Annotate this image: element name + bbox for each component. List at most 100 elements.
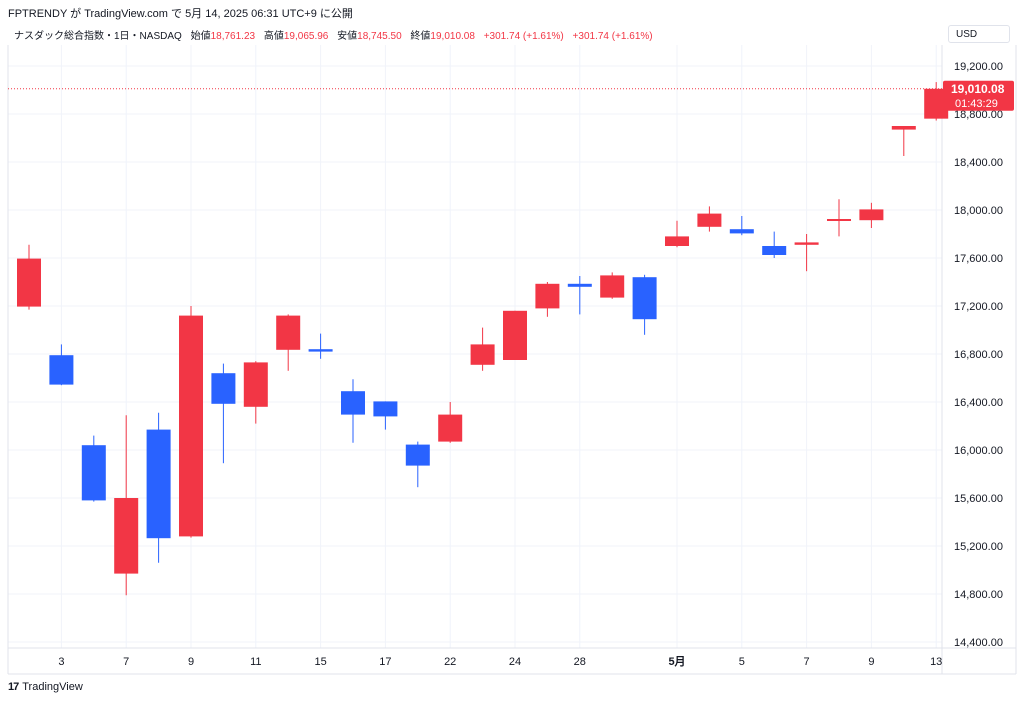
open-value: 18,761.23 [210,31,256,42]
candle [794,234,819,272]
candle-body [373,401,398,417]
candle-body [665,236,689,246]
candle [859,202,884,228]
candle [632,274,657,335]
candle [762,231,787,258]
candle-body [891,126,916,130]
candle [891,126,916,156]
last-price-tag: 19,010.08 01:43:29 [943,80,1014,111]
candle [535,282,560,317]
candle [81,435,106,502]
candle-body [114,498,139,574]
x-tick-label: 7 [123,656,129,668]
chart-frame [7,45,1017,675]
y-tick-label: 18,000.00 [954,205,1003,217]
y-tick-label: 19,200.00 [954,61,1003,73]
candle [243,361,268,424]
candles [17,82,949,596]
close-value: 19,010.08 [430,31,475,42]
x-tick-label: 24 [509,656,521,668]
y-axis: 19,200.00 18,800.00 18,400.00 18,000.00 17,6… [954,61,1003,649]
candle-body [49,355,74,385]
grid-lines [8,45,942,648]
candle-body [762,246,787,255]
y-tick-label: 17,200.00 [954,301,1003,313]
candle-body [211,373,236,404]
candle [729,216,754,236]
candle [697,206,722,232]
x-tick-label: 28 [574,656,586,668]
high-label: 高値 [263,31,284,42]
candle-body [179,315,203,537]
change-value: +301.74 (+1.61%) [483,31,564,42]
x-tick-label: 5月 [668,655,685,668]
tradingview-logo-icon: 17 [8,681,19,693]
candle-body [600,275,625,298]
candle [405,441,430,488]
candle-body [503,310,527,360]
open-label: 始値 [190,31,211,42]
x-tick-label: 11 [250,656,261,668]
y-tick-label: 17,600.00 [954,253,1003,265]
candle-body [405,444,430,466]
candle-body [827,219,851,221]
candle [211,363,236,464]
close-label: 終値 [410,31,431,42]
candle [276,314,301,371]
candle-body [859,209,884,221]
symbol-label: ナスダック総合指数・1日・NASDAQ [14,31,182,42]
y-tick-label: 14,400.00 [954,637,1003,649]
change-value-2: +301.74 (+1.61%) [572,31,653,42]
x-axis: 3 7 9 11 15 17 22 24 28 5月 5 7 9 13 [58,655,942,668]
candle-body [794,242,819,245]
price-tag-value: 19,010.08 [951,82,1005,96]
candle-body [567,283,592,287]
candle [600,272,625,299]
candle-body [729,229,754,234]
candle [567,276,592,315]
candle [49,344,74,386]
candle-body [470,344,495,365]
candle [308,333,333,359]
candle [17,244,41,310]
x-tick-label: 9 [868,656,874,668]
high-value: 19,065.96 [283,31,329,42]
y-tick-label: 16,800.00 [954,349,1003,361]
x-tick-label: 17 [379,656,391,668]
y-tick-label: 18,800.00 [954,109,1003,121]
y-tick-label: 15,600.00 [954,493,1003,505]
publish-header: FPTRENDY が TradingView.com で 5月 14, 2025… [8,8,353,20]
candle-body [17,258,41,307]
candle [341,379,365,443]
candle-body [146,429,171,539]
x-tick-label: 3 [58,656,64,668]
candle [114,415,139,596]
candle-body [341,391,365,415]
currency-button[interactable]: USD [948,25,1010,43]
candle-body [243,362,268,407]
candle [373,401,398,430]
candle-body [81,445,106,501]
x-tick-label: 5 [739,656,745,668]
x-tick-label: 9 [188,656,194,668]
footer: 17 TradingView [8,681,83,693]
x-tick-label: 15 [314,656,326,668]
low-label: 安値 [337,31,358,42]
x-tick-label: 7 [804,656,810,668]
candle-body [276,315,301,350]
price-tag-bg [943,80,1014,111]
candle-body [438,414,463,442]
candle [470,327,495,371]
low-value: 18,745.50 [357,31,402,42]
candle-body [535,283,560,309]
candle [503,310,527,360]
x-tick-label: 22 [444,656,456,668]
footer-brand: TradingView [22,681,83,693]
price-tag-countdown: 01:43:29 [955,98,998,110]
candle [827,199,851,237]
candle-body [632,277,657,320]
candle [179,306,203,538]
y-tick-label: 18,400.00 [954,157,1003,169]
candle-body [308,349,333,352]
